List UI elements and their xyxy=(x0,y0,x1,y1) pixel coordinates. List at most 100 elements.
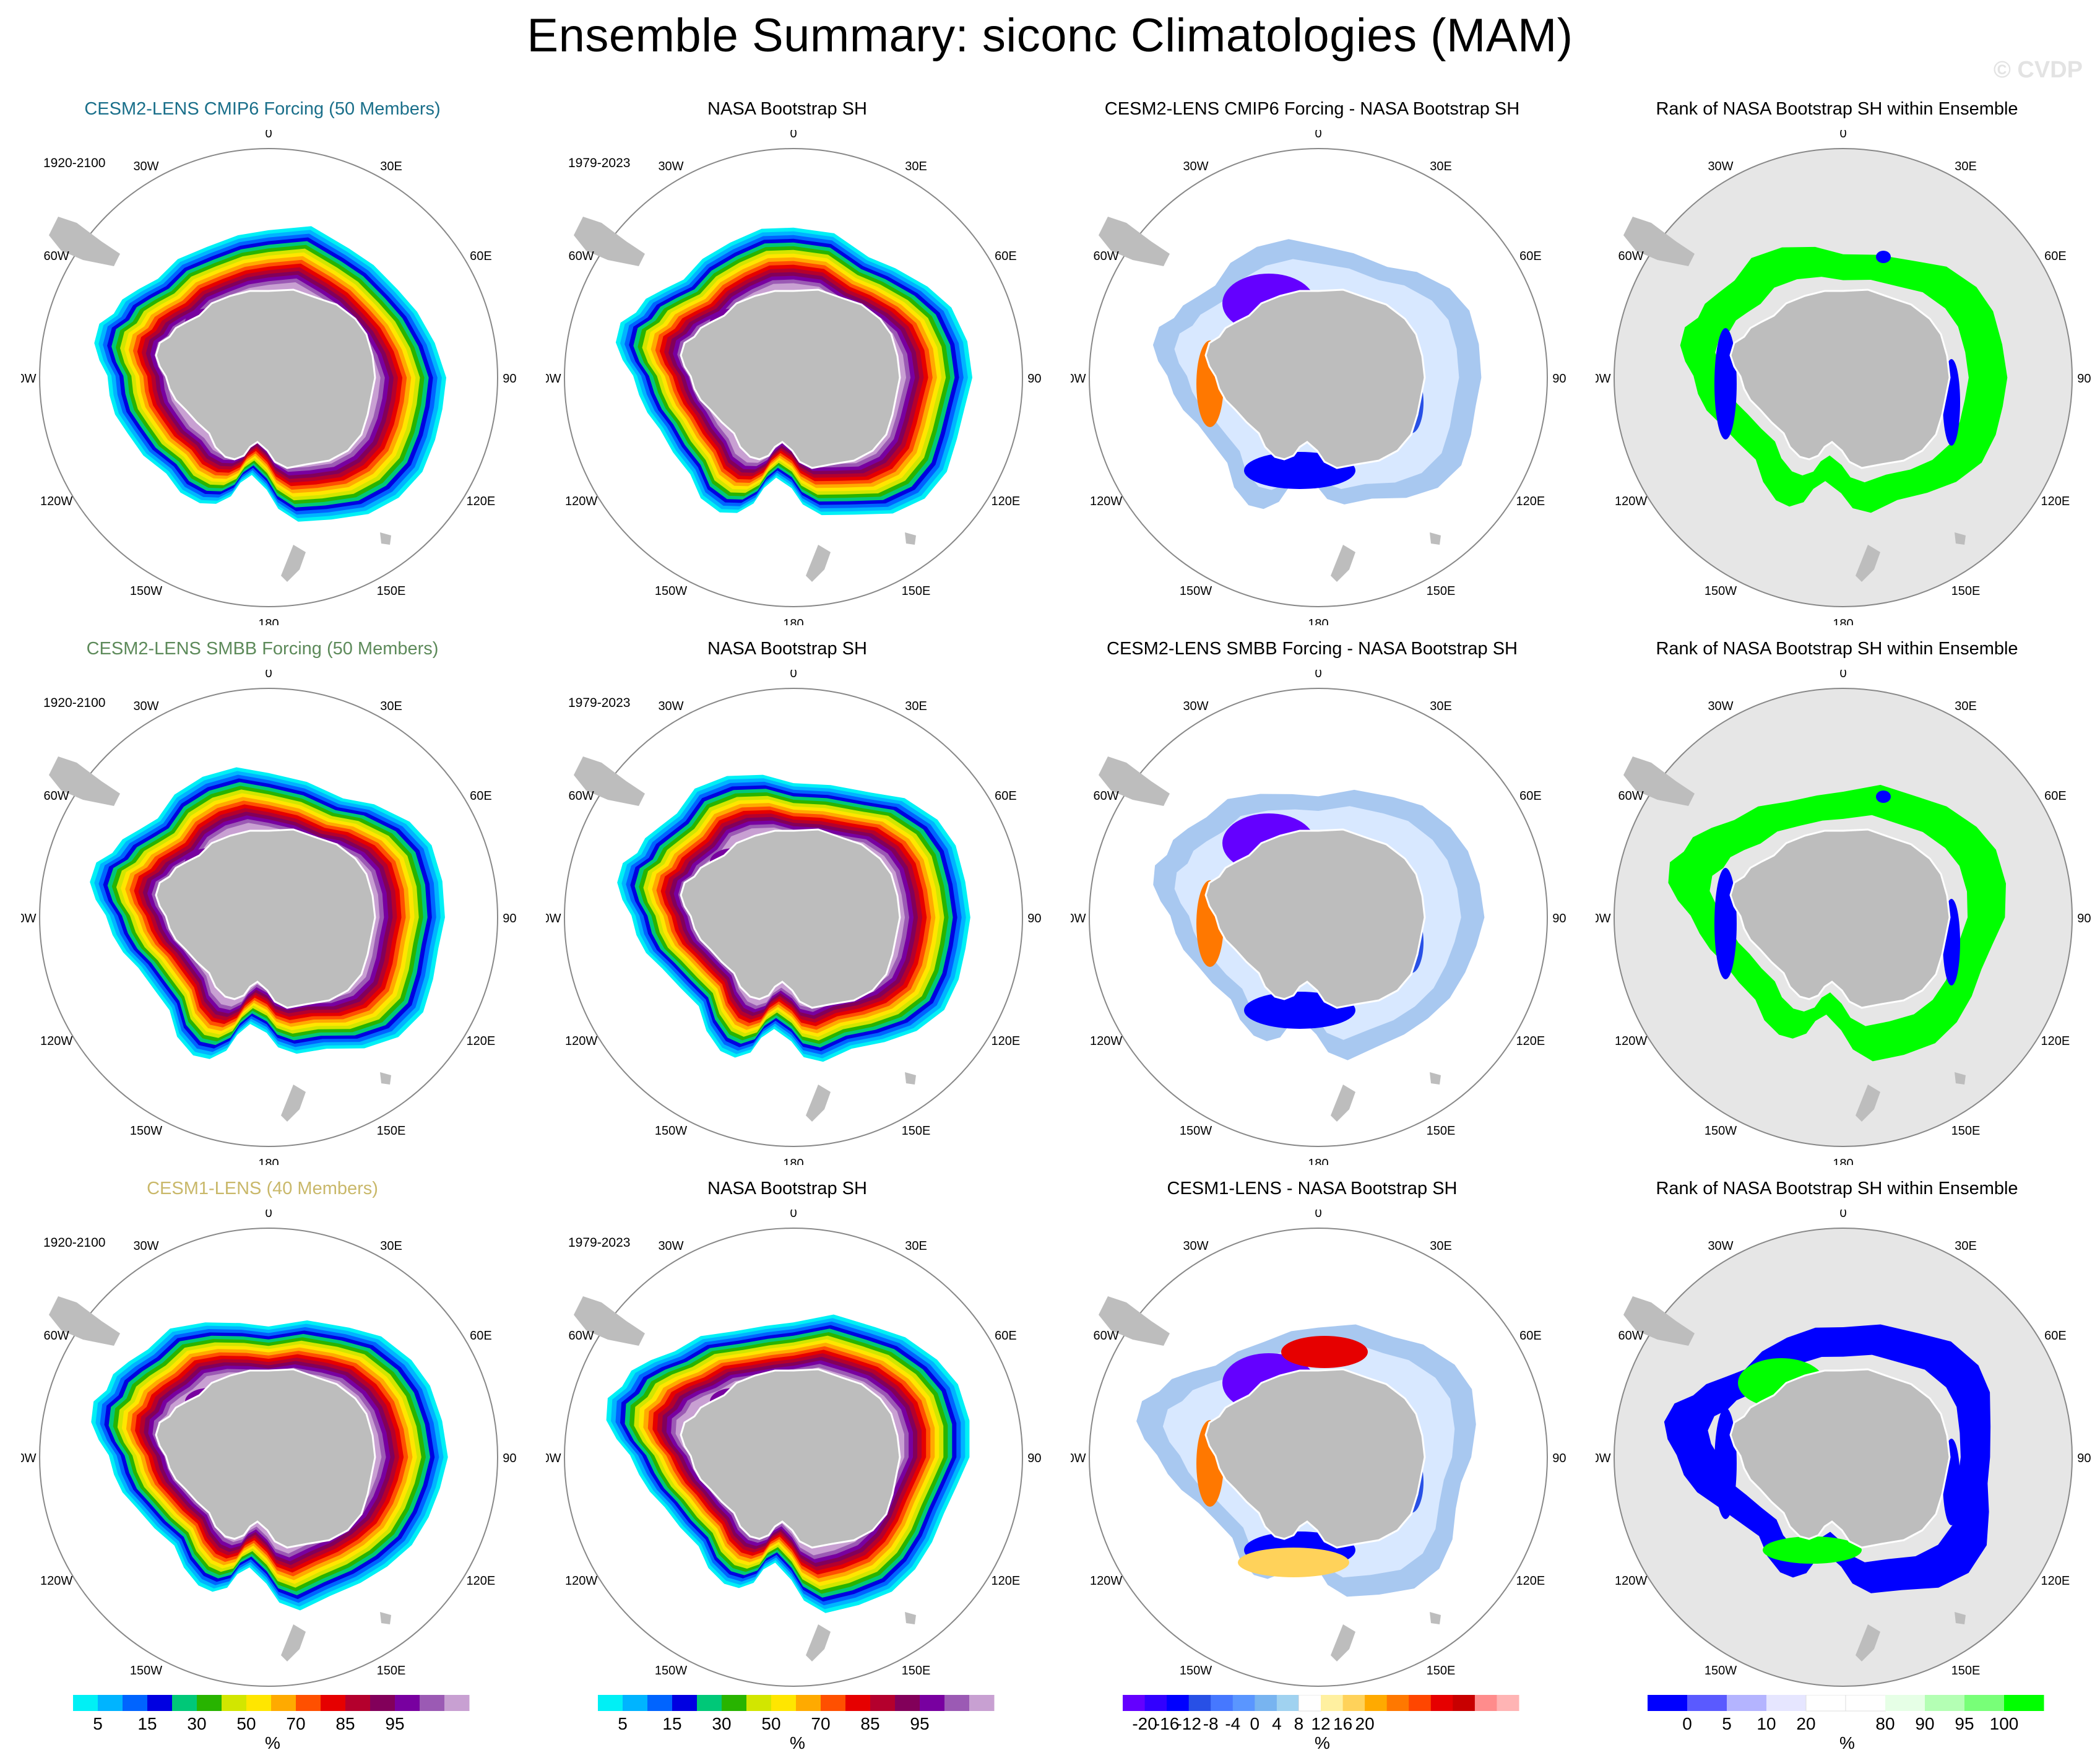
longitude-label: 150W xyxy=(1180,1664,1212,1678)
longitude-label: 150E xyxy=(902,1124,931,1138)
south-america-landmass xyxy=(49,1296,120,1346)
longitude-label: 180 xyxy=(1833,617,1853,625)
longitude-label: 120E xyxy=(2041,1574,2070,1588)
longitude-label: 30E xyxy=(1430,160,1452,173)
longitude-label: 0 xyxy=(790,1210,797,1220)
longitude-label: 150E xyxy=(1427,1664,1456,1678)
longitude-label: 60E xyxy=(1519,249,1542,263)
panel-title: Rank of NASA Bootstrap SH within Ensembl… xyxy=(1656,639,2018,659)
colorbar: -20 -16 -12 -8 -4 0 4 8 12 16 20 xyxy=(1123,1695,1544,1757)
rank-high-patch xyxy=(1763,1536,1862,1564)
longitude-label: 90W xyxy=(546,912,561,925)
longitude-label: 150W xyxy=(1180,584,1212,598)
longitude-label: 60E xyxy=(470,789,492,803)
colorbar-swatch xyxy=(1255,1695,1277,1711)
longitude-label: 30W xyxy=(658,700,683,713)
colorbar-swatch xyxy=(147,1695,173,1711)
colorbar-swatch xyxy=(1276,1695,1299,1711)
longitude-label: 30W xyxy=(658,1239,683,1253)
panel-title: CESM1-LENS - NASA Bootstrap SH xyxy=(1167,1179,1458,1198)
new-zealand-landmass xyxy=(1856,1624,1880,1661)
longitude-label: 180 xyxy=(1833,1157,1853,1165)
polar-stereographic-map: 0 30E 60E 90E 120E 150E 180 150W 120W 90W 60W 30W xyxy=(1071,670,1566,1165)
longitude-label: 90W xyxy=(546,372,561,386)
longitude-label: 120E xyxy=(1516,1574,1545,1588)
colorbar-unit: % xyxy=(1839,1733,1855,1752)
south-america-landmass xyxy=(1623,756,1695,806)
colorbar-swatch xyxy=(920,1695,945,1711)
longitude-label: 120E xyxy=(992,495,1021,508)
colorbar-tick-label: 4 xyxy=(1272,1714,1282,1732)
new-zealand-landmass xyxy=(281,545,306,582)
new-zealand-landmass xyxy=(1331,545,1355,582)
longitude-label: 60W xyxy=(44,1329,69,1343)
colorbar-swatch xyxy=(296,1695,321,1711)
tasmania-landmass xyxy=(380,1612,391,1624)
figure-title: Ensemble Summary: siconc Climatologies (… xyxy=(527,9,1573,62)
longitude-label: 120W xyxy=(565,1574,597,1588)
longitude-label: 60W xyxy=(1094,1329,1119,1343)
longitude-label: 90E xyxy=(2077,1452,2091,1465)
map-panel: Rank of NASA Bootstrap SH within Ensembl… xyxy=(1575,639,2099,1177)
panel-title: CESM2-LENS CMIP6 Forcing - NASA Bootstra… xyxy=(1104,99,1520,119)
polar-stereographic-map: 0 30E 60E 90E 120E 150E 180 150W 120W 90W 60W 30W xyxy=(546,130,1041,625)
longitude-label: 180 xyxy=(1308,1157,1328,1165)
longitude-label: 150W xyxy=(130,1124,162,1138)
longitude-label: 90W xyxy=(1596,372,1611,386)
longitude-label: 150E xyxy=(1951,584,1981,598)
map-panel: NASA Bootstrap SH 1979-2023 0 30E 60E 90E 120E… xyxy=(525,1179,1050,1717)
colorbar-swatch xyxy=(123,1695,148,1711)
new-zealand-landmass xyxy=(1331,1085,1355,1122)
longitude-label: 30E xyxy=(380,1239,402,1253)
longitude-label: 150W xyxy=(1705,1124,1737,1138)
colorbar-tick-label: 10 xyxy=(1756,1714,1776,1732)
colorbar-tick-label: 95 xyxy=(1955,1714,1974,1732)
panel-title: Rank of NASA Bootstrap SH within Ensembl… xyxy=(1656,99,2018,119)
colorbar-tick-label: 15 xyxy=(137,1714,157,1732)
longitude-label: 90E xyxy=(2077,912,2091,925)
antarctica-landmass xyxy=(155,828,376,1009)
colorbar-swatch xyxy=(1144,1695,1167,1711)
map-panel: CESM2-LENS SMBB Forcing (50 Members) 1920… xyxy=(0,639,525,1177)
colorbar-swatch xyxy=(845,1695,871,1711)
longitude-label: 120W xyxy=(1090,1034,1122,1048)
longitude-label: 0 xyxy=(1315,670,1321,680)
colorbar-swatch xyxy=(2004,1695,2044,1711)
colorbar-tick-label: 100 xyxy=(1990,1714,2019,1732)
longitude-label: 30E xyxy=(905,160,927,173)
map-panel: Rank of NASA Bootstrap SH within Ensembl… xyxy=(1575,99,2099,638)
difference-positive-patch xyxy=(1281,1336,1368,1368)
longitude-label: 30W xyxy=(658,160,683,173)
longitude-label: 60E xyxy=(2044,789,2067,803)
colorbar-swatch xyxy=(321,1695,346,1711)
longitude-label: 120W xyxy=(40,1034,72,1048)
longitude-label: 30E xyxy=(905,700,927,713)
longitude-label: 0 xyxy=(265,130,272,141)
colorbar-swatch xyxy=(345,1695,371,1711)
colorbar-swatch xyxy=(1805,1695,1846,1712)
colorbar-tick-label: 20 xyxy=(1796,1714,1815,1732)
longitude-label: 90W xyxy=(1596,1452,1611,1465)
colorbar-tick-label: -8 xyxy=(1203,1714,1219,1732)
colorbar-swatch xyxy=(821,1695,846,1711)
colorbar-swatch xyxy=(1474,1695,1497,1711)
longitude-label: 120E xyxy=(992,1034,1021,1048)
longitude-label: 90W xyxy=(21,912,37,925)
colorbar-swatch xyxy=(1321,1695,1344,1711)
colorbar-swatch xyxy=(1925,1695,1965,1711)
south-america-landmass xyxy=(49,756,120,806)
longitude-label: 60E xyxy=(470,1329,492,1343)
colorbar-swatch xyxy=(222,1695,247,1711)
colorbar-tick-label: 0 xyxy=(1250,1714,1260,1732)
colorbar-swatch xyxy=(1430,1695,1453,1711)
longitude-label: 150E xyxy=(902,584,931,598)
colorbar-swatch xyxy=(697,1695,722,1711)
antarctica-landmass xyxy=(1204,288,1426,469)
colorbar-tick-label: 5 xyxy=(1722,1714,1732,1732)
period-label: 1979-2023 xyxy=(568,1236,631,1250)
longitude-label: 60W xyxy=(1618,249,1644,263)
longitude-label: 30E xyxy=(1955,1239,1977,1253)
longitude-label: 60W xyxy=(1094,789,1119,803)
longitude-label: 60E xyxy=(2044,1329,2067,1343)
longitude-label: 150E xyxy=(1427,1124,1456,1138)
